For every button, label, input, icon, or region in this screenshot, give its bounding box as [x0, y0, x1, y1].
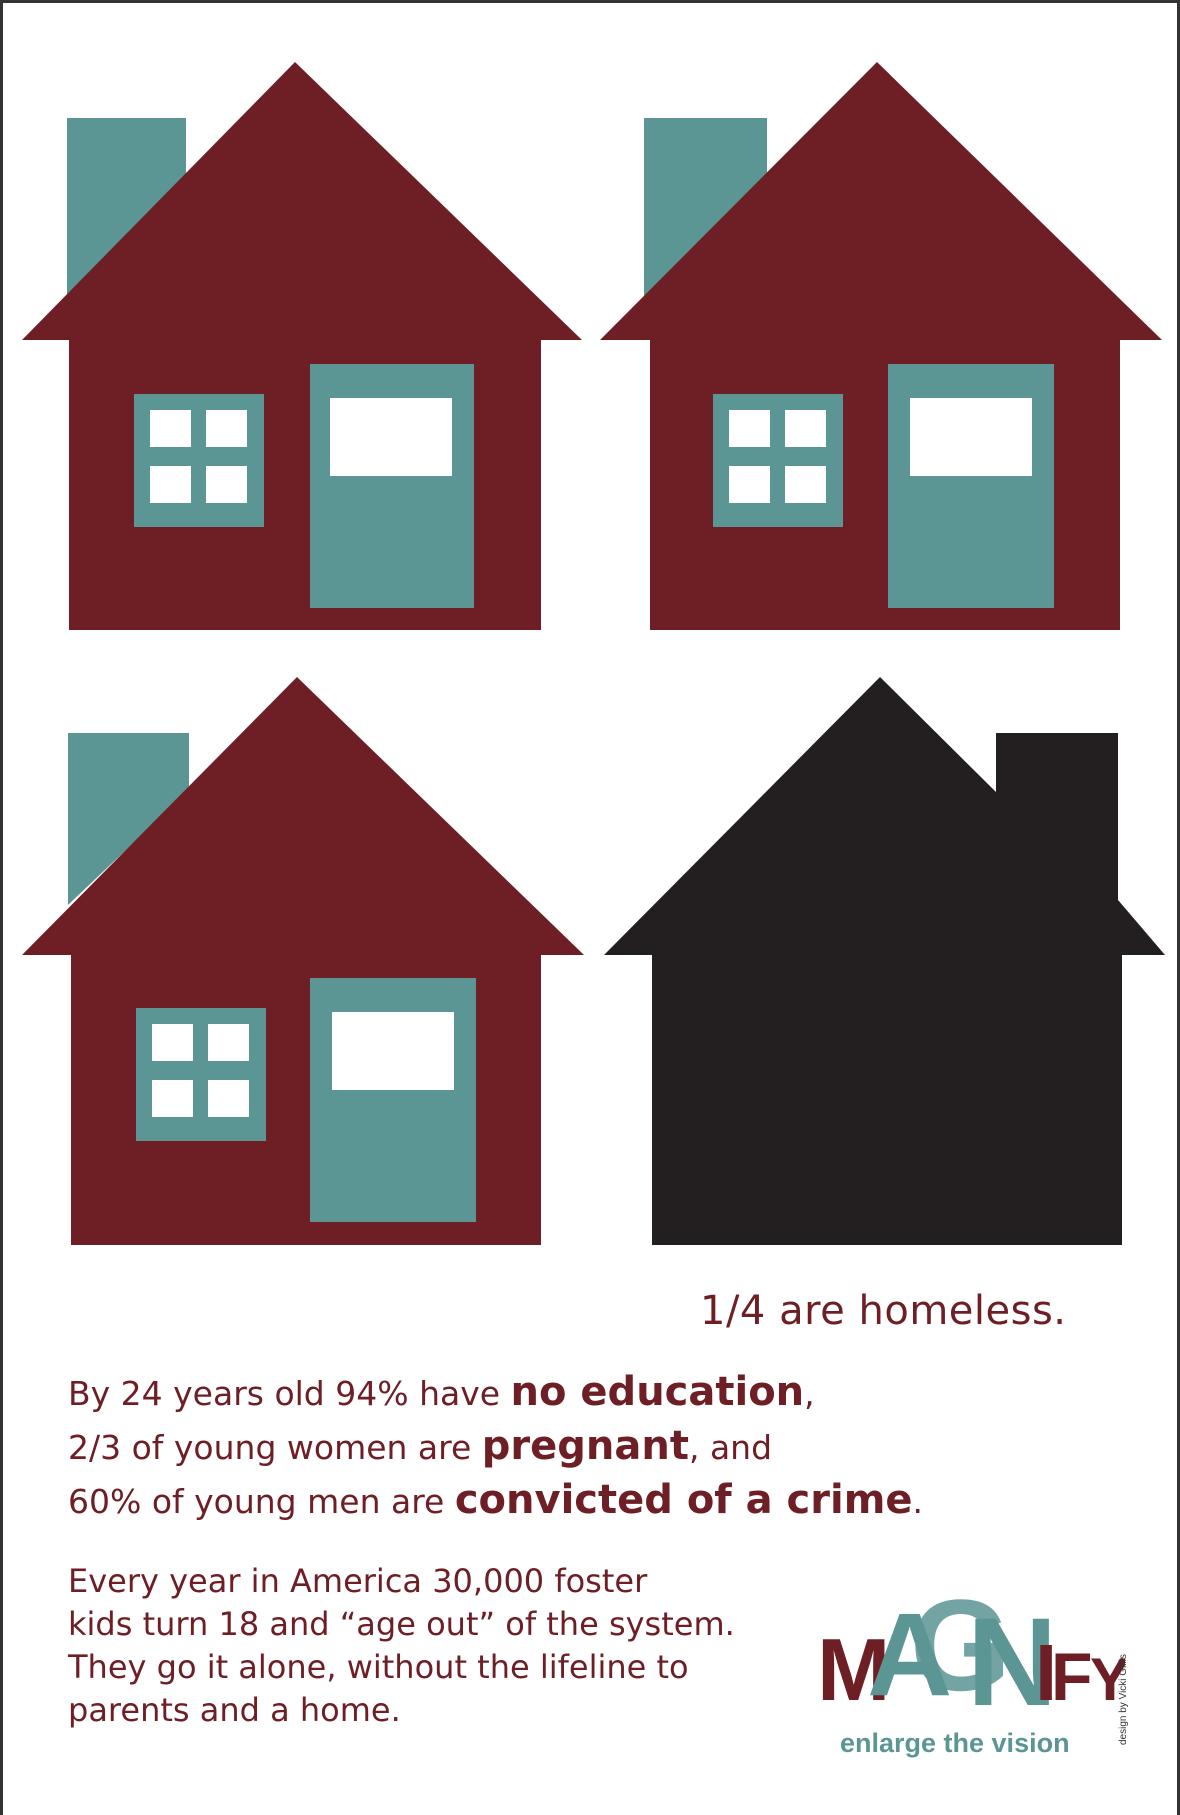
door-window: [910, 398, 1032, 476]
stat-text: 2/3 of young women are: [68, 1428, 482, 1467]
logo-letter-m: M: [817, 1620, 890, 1719]
roof: [22, 62, 582, 340]
logo-letter-y: Y: [1090, 1646, 1125, 1713]
stat-emphasis: convicted of a crime: [454, 1477, 913, 1523]
chimney: [67, 118, 186, 300]
window-pane: [208, 1024, 249, 1061]
window-pane: [729, 466, 770, 503]
house-1: [22, 62, 582, 630]
window-pane: [206, 410, 247, 447]
logo-letter-n: N: [967, 1593, 1057, 1730]
logo-letter-a: A: [867, 1589, 952, 1721]
magnify-logo: M A G N I F Y enlarge the vision: [815, 1540, 1125, 1760]
stat-crime: 60% of young men are convicted of a crim…: [68, 1474, 923, 1528]
logo-letter-i: I: [1035, 1628, 1057, 1717]
body-paragraph: Every year in America 30,000 foster kids…: [68, 1562, 735, 1729]
door-window: [332, 1012, 454, 1090]
homeless-headline: 1/4 are homeless.: [700, 1288, 1067, 1334]
house-4-homeless: [604, 677, 1165, 1245]
window-pane: [729, 410, 770, 447]
stat-text: , and: [688, 1428, 773, 1467]
chimney: [644, 118, 767, 300]
window-pane: [150, 466, 191, 503]
stat-education: By 24 years old 94% have no education,: [68, 1366, 923, 1420]
window-pane: [152, 1080, 193, 1117]
window-pane: [206, 466, 247, 503]
stat-text: ,: [804, 1374, 815, 1413]
door-window: [330, 398, 452, 476]
roof: [600, 62, 1162, 340]
roof: [22, 677, 584, 955]
stat-emphasis: no education: [510, 1369, 805, 1415]
window-pane: [785, 410, 826, 447]
window-pane: [150, 410, 191, 447]
stat-text: .: [912, 1482, 924, 1521]
logo-tagline: enlarge the vision: [840, 1728, 1070, 1758]
houses-illustration: [22, 62, 1165, 1245]
silhouette: [604, 677, 1165, 1245]
window-pane: [152, 1024, 193, 1061]
stat-text: 60% of young men are: [68, 1482, 455, 1521]
logo-letter-f: F: [1051, 1639, 1093, 1715]
chimney: [68, 733, 189, 905]
logo-lettering: M A G N I F Y: [817, 1572, 1125, 1730]
house-3: [22, 677, 584, 1245]
stat-pregnancy: 2/3 of young women are pregnant, and: [68, 1420, 923, 1474]
stat-text: By 24 years old 94% have: [68, 1374, 511, 1413]
design-credit: design by Vicki Gillis: [1118, 1654, 1129, 1745]
house-2: [600, 62, 1162, 630]
statistics-block: By 24 years old 94% have no education, 2…: [68, 1366, 923, 1528]
stat-emphasis: pregnant: [481, 1423, 689, 1469]
window-pane: [785, 466, 826, 503]
window-pane: [208, 1080, 249, 1117]
logo-letter-g: G: [910, 1572, 1011, 1718]
